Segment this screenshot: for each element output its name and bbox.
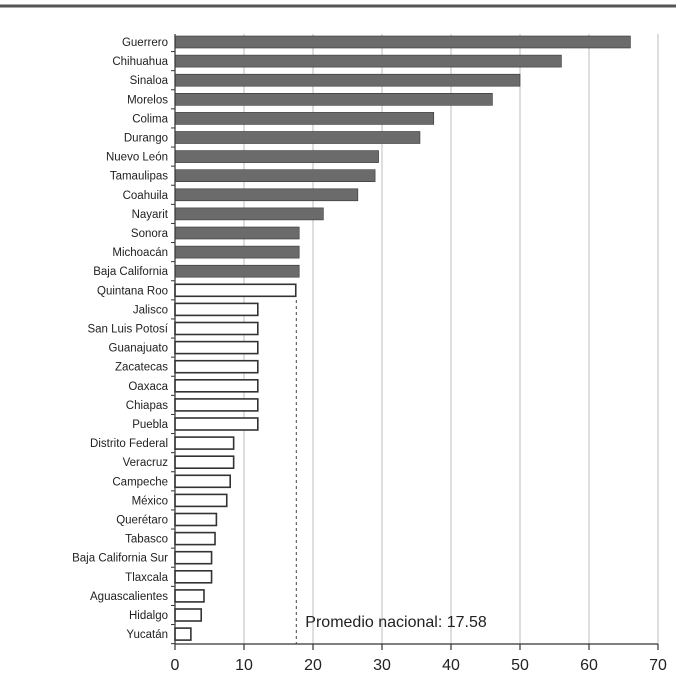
category-label: México (132, 495, 168, 507)
category-label: Tamaulipas (110, 171, 168, 183)
bar (174, 512, 218, 527)
grid-layer (243, 34, 659, 644)
x-tick-label: 50 (511, 657, 529, 674)
bar (174, 54, 562, 68)
category-label: Yucatán (126, 629, 168, 641)
category-label: Puebla (132, 419, 168, 431)
category-label: Tabasco (125, 534, 168, 546)
category-label: Chiapas (126, 400, 168, 412)
bar (174, 73, 521, 87)
bar (174, 226, 300, 240)
bar (174, 93, 493, 106)
bar (174, 455, 235, 470)
bar (174, 569, 213, 584)
category-label: Sonora (131, 228, 169, 240)
label-layer: 0 10 20 30 40 50 60 70 Guerrero Chihuahua Sinaloa M… (72, 37, 667, 674)
category-label: Sinaloa (130, 75, 169, 87)
category-label: Jalisco (133, 304, 168, 316)
bar (174, 264, 300, 278)
category-label: Baja California (93, 266, 168, 278)
bar (174, 627, 192, 641)
bar (174, 608, 203, 622)
category-label: Michoacán (112, 247, 168, 259)
category-label: Hidalgo (129, 610, 168, 622)
bar (174, 531, 216, 546)
bar (174, 436, 235, 450)
x-tick-label: 40 (442, 657, 460, 674)
category-label: Guanajuato (109, 343, 168, 355)
category-label: Aguascalientes (90, 591, 168, 603)
bar (174, 245, 300, 259)
category-label: Colima (132, 113, 168, 125)
category-label: Nuevo León (106, 152, 168, 164)
bar (174, 131, 421, 144)
average-label: Promedio nacional: 17.58 (305, 614, 487, 631)
x-tick-label: 20 (304, 657, 322, 674)
bar (174, 550, 213, 565)
category-label: Chihuahua (112, 56, 168, 68)
bar (174, 398, 259, 412)
bar (174, 207, 324, 221)
category-label: Durango (124, 133, 168, 145)
category-label: Distrito Federal (90, 438, 168, 450)
bar (174, 150, 379, 163)
category-label: Guerrero (122, 37, 168, 49)
category-label: Veracruz (123, 457, 169, 469)
x-tick-label: 10 (235, 657, 253, 674)
bar (174, 35, 631, 49)
bar (174, 283, 297, 298)
category-label: Tlaxcala (125, 572, 168, 584)
category-label: Oaxaca (128, 381, 168, 393)
bar (174, 302, 259, 317)
category-label: Baja California Sur (72, 553, 168, 565)
bar-layer (174, 35, 631, 641)
bar (174, 378, 259, 393)
x-tick-label: 70 (649, 657, 667, 674)
category-label: Querétaro (116, 515, 168, 527)
category-label: San Luis Potosí (87, 324, 168, 336)
bar (174, 474, 232, 489)
bar (174, 188, 359, 202)
x-tick-label: 0 (171, 657, 180, 674)
category-label: Campeche (112, 476, 168, 488)
category-label: Nayarit (132, 209, 169, 221)
category-label: Quintana Roo (97, 285, 168, 297)
category-label: Morelos (127, 94, 168, 106)
bar (174, 493, 228, 508)
category-label: Zacatecas (115, 362, 168, 374)
category-label: Coahuila (123, 190, 169, 202)
bar (174, 112, 435, 125)
bar (174, 321, 259, 336)
bar (174, 359, 259, 374)
axis-layer (171, 34, 659, 650)
bar (174, 169, 376, 182)
x-tick-label: 30 (373, 657, 391, 674)
bar (174, 340, 259, 355)
bar (174, 417, 259, 431)
bar (174, 589, 205, 603)
x-tick-label: 60 (580, 657, 598, 674)
